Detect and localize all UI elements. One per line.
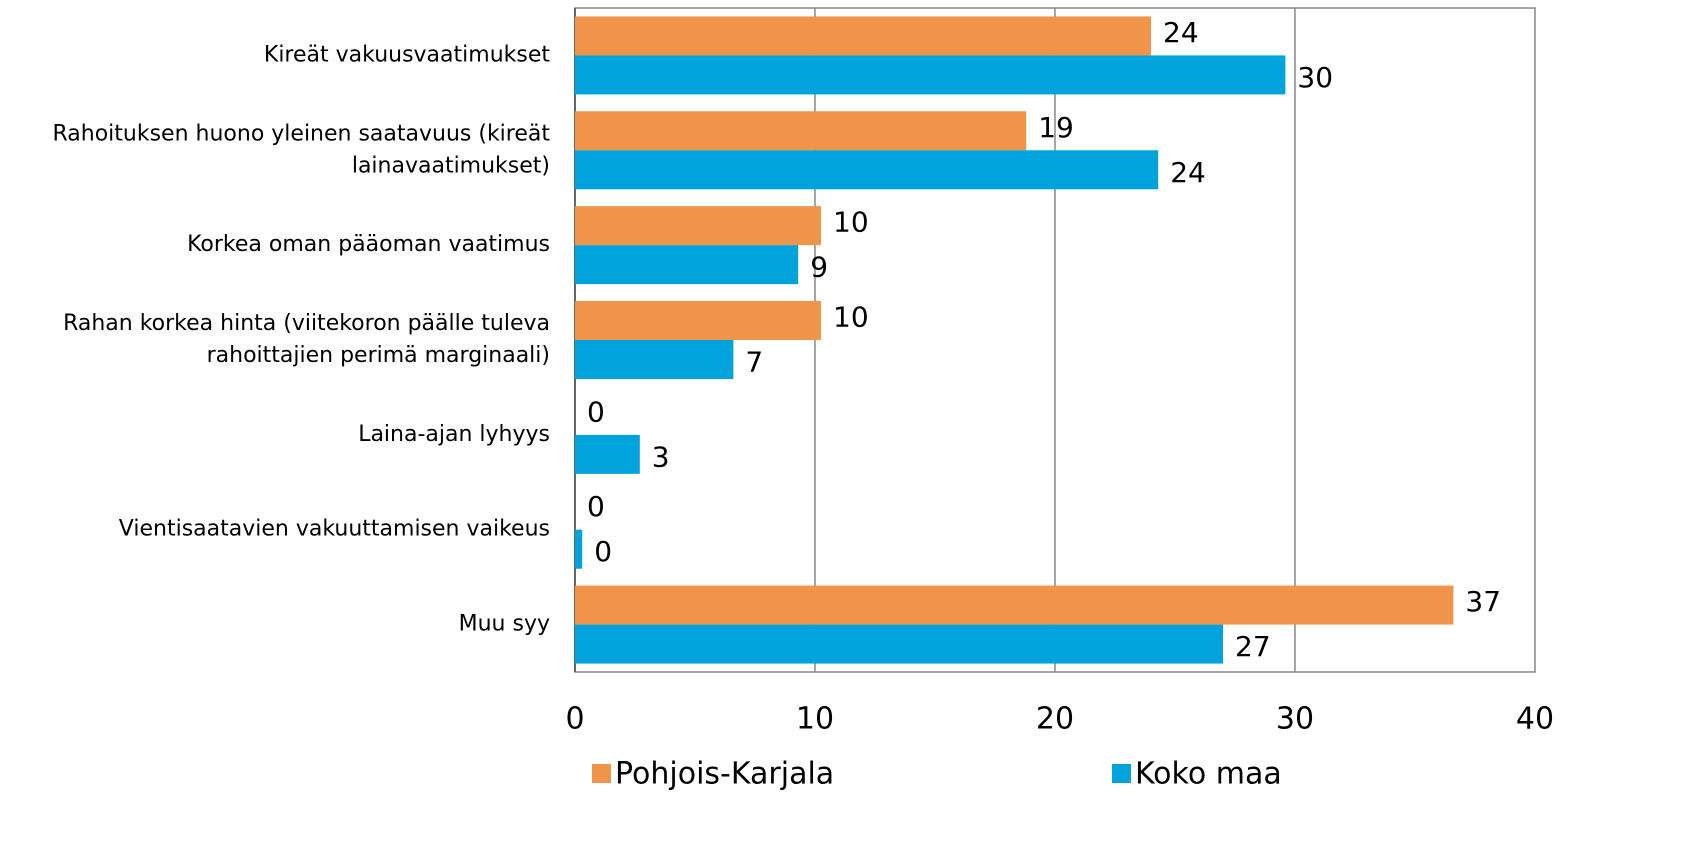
category-label: rahoittajien perimä marginaali) — [207, 343, 550, 368]
x-tick-label: 40 — [1516, 702, 1554, 737]
bar — [575, 340, 734, 379]
category-label: lainavaatimukset) — [352, 153, 550, 178]
value-label: 10 — [833, 206, 869, 239]
value-label: 30 — [1297, 61, 1333, 94]
category-label: Vientisaatavien vakuuttamisen vaikeus — [119, 517, 550, 542]
bar — [575, 434, 640, 474]
value-label: 0 — [587, 395, 605, 428]
category-label: Rahoituksen huono yleinen saatavuus (kir… — [52, 121, 550, 146]
value-label: 9 — [810, 251, 828, 284]
value-label: 0 — [587, 490, 605, 523]
value-label: 0 — [594, 535, 612, 568]
bar — [575, 111, 1027, 151]
bar — [575, 585, 1454, 625]
legend-swatch — [1112, 764, 1131, 783]
x-tick-label: 10 — [796, 702, 834, 737]
x-tick-label: 30 — [1276, 702, 1314, 737]
bar — [575, 150, 1159, 190]
category-label: Muu syy — [459, 612, 550, 637]
value-label: 19 — [1038, 111, 1074, 144]
value-label: 24 — [1163, 16, 1199, 49]
x-tick-label: 0 — [565, 702, 584, 737]
value-label: 27 — [1235, 630, 1271, 663]
category-label: Kireät vakuusvaatimukset — [264, 42, 550, 67]
bar — [575, 16, 1151, 56]
category-label: Laina-ajan lyhyys — [358, 422, 550, 447]
bar — [575, 301, 821, 340]
bar — [575, 529, 583, 569]
legend-label: Pohjois-Karjala — [615, 757, 834, 792]
legend-swatch — [592, 764, 611, 783]
x-tick-label: 20 — [1036, 702, 1074, 737]
bar — [575, 245, 799, 285]
value-label: 24 — [1170, 156, 1206, 189]
value-label: 10 — [833, 301, 869, 334]
legend-label: Koko maa — [1135, 757, 1282, 792]
value-label: 3 — [652, 440, 670, 473]
category-label: Korkea oman pääoman vaatimus — [187, 232, 550, 257]
value-label: 7 — [745, 346, 763, 379]
category-label: Rahan korkea hinta (viitekoron päälle tu… — [63, 311, 550, 336]
bar — [575, 624, 1223, 664]
bar — [575, 206, 821, 246]
value-label: 37 — [1465, 585, 1501, 618]
bar — [575, 55, 1286, 95]
